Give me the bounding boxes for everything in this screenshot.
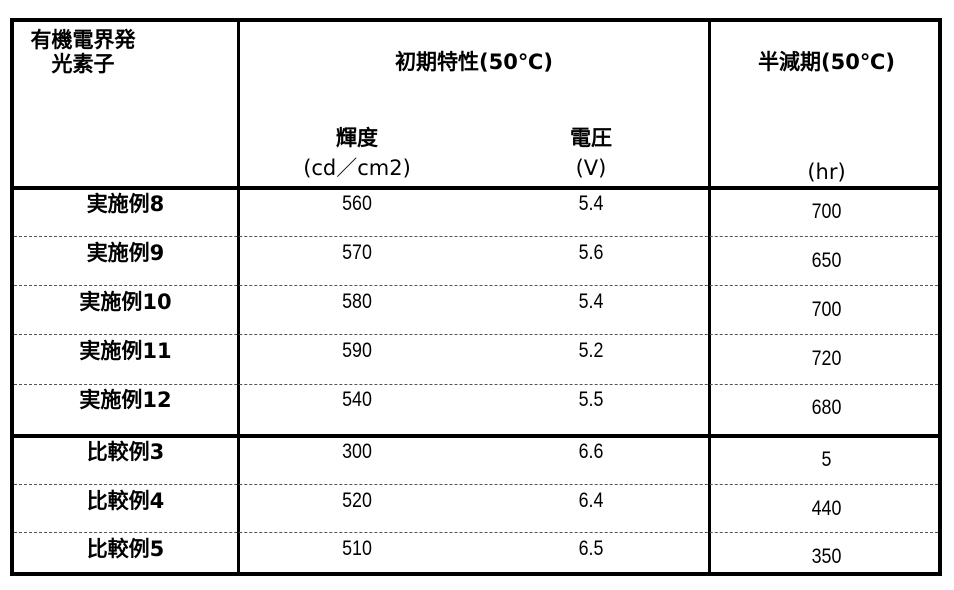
cell-name: 比較例5 (14, 537, 237, 561)
cell-luminance: 540 (258, 388, 457, 412)
cell-half-life: 680 (728, 396, 924, 420)
data-table: 有機電界発光素子 初期特性(50℃) 半減期(50℃) 輝度 (cd／cm2) … (10, 18, 942, 576)
cell-voltage: 5.2 (492, 339, 691, 363)
cell-voltage: 5.4 (492, 192, 691, 216)
cell-half-life: 720 (728, 347, 924, 371)
cell-half-life: 350 (728, 545, 924, 569)
cell-name: 実施例9 (14, 241, 237, 265)
cell-luminance: 590 (258, 339, 457, 363)
cell-luminance: 560 (258, 192, 457, 216)
group-divider (14, 434, 938, 438)
cell-luminance: 580 (258, 290, 457, 314)
cell-luminance: 300 (258, 440, 457, 464)
cell-voltage: 6.5 (492, 537, 691, 561)
cell-half-life: 650 (728, 249, 924, 273)
header-half-life-unit: (hr) (711, 160, 942, 184)
header-voltage: 電圧 (474, 126, 708, 150)
cell-name: 実施例8 (14, 192, 237, 216)
cell-half-life: 700 (728, 298, 924, 322)
cell-name: 比較例3 (14, 440, 237, 464)
cell-voltage: 6.4 (492, 489, 691, 513)
header-initial: 初期特性(50℃) (240, 50, 708, 74)
cell-voltage: 5.5 (492, 388, 691, 412)
column-divider (708, 22, 711, 572)
header-voltage-unit: (V) (474, 156, 708, 180)
header-luminance-unit: (cd／cm2) (240, 156, 474, 180)
cell-voltage: 6.6 (492, 440, 691, 464)
cell-name: 実施例11 (14, 339, 237, 363)
cell-name: 実施例10 (14, 290, 237, 314)
cell-luminance: 510 (258, 537, 457, 561)
header-half-life: 半減期(50℃) (711, 50, 942, 74)
cell-half-life: 700 (728, 200, 924, 224)
header-device: 有機電界発光素子 (28, 28, 138, 76)
cell-name: 実施例12 (14, 388, 237, 412)
cell-luminance: 570 (258, 241, 457, 265)
cell-half-life: 440 (728, 497, 924, 521)
cell-name: 比較例4 (14, 489, 237, 513)
cell-voltage: 5.4 (492, 290, 691, 314)
cell-luminance: 520 (258, 489, 457, 513)
header-divider (14, 186, 938, 190)
header-luminance: 輝度 (240, 126, 474, 150)
cell-voltage: 5.6 (492, 241, 691, 265)
column-divider (237, 22, 240, 572)
cell-half-life: 5 (728, 448, 924, 472)
